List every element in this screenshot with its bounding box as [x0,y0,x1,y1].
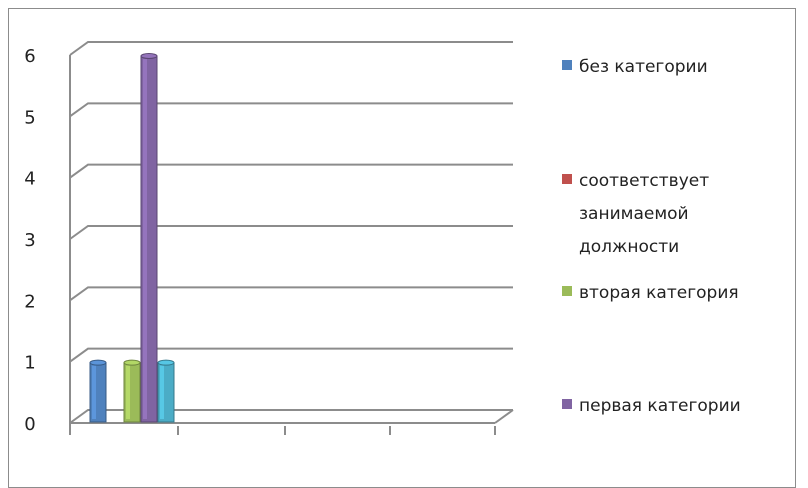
legend-label: вторая категория [579,283,739,303]
gridline [69,102,513,118]
gridline [69,41,513,56]
gridline [69,286,513,302]
bar [89,359,107,423]
gridline [69,409,513,424]
legend-swatch [562,60,572,70]
floor-edge-line [494,409,514,424]
bar-chart: 0 1 2 3 4 5 6 без категории соответствует занима… [24,41,741,435]
legend-item: соответствует занимаемой должности [562,171,709,257]
legend: без категории соответствует занимаемой долж… [562,57,741,416]
legend-swatch [562,286,572,296]
gridline [69,163,513,179]
y-tick-label: 5 [24,107,35,128]
axes: 0 1 2 3 4 5 6 [24,46,514,435]
bar-highlight [126,365,130,419]
bar-top [89,359,107,366]
legend-label: без категории [579,57,708,77]
legend-swatch [562,399,572,409]
legend-label: первая категории [579,396,741,416]
bar-highlight [143,59,147,419]
legend-item: без категории [562,57,708,77]
bar-top [123,359,141,366]
y-tick-label: 4 [24,169,35,190]
bar-highlight [160,365,164,419]
bar-highlight [92,365,96,419]
y-tick-label: 6 [24,46,35,67]
legend-label: соответствует занимаемой должности [579,171,709,257]
bars [89,53,175,423]
y-tick-label: 1 [24,353,35,374]
bar-top [140,53,158,59]
bar-top [157,359,175,366]
bar [157,359,175,423]
gridline [69,347,513,363]
legend-label-line: занимаемой [579,204,689,224]
y-tick-label: 0 [24,414,35,435]
bar [123,359,141,423]
legend-swatch [562,174,572,184]
y-tick-label: 3 [24,230,35,251]
gridlines [69,41,513,424]
y-tick-label: 2 [24,291,35,312]
gridline [69,225,513,240]
bar [140,53,158,423]
legend-label-line: должности [579,237,679,257]
legend-label-line: соответствует [579,171,709,191]
legend-item: вторая категория [562,283,739,303]
legend-item: первая категории [562,396,741,416]
